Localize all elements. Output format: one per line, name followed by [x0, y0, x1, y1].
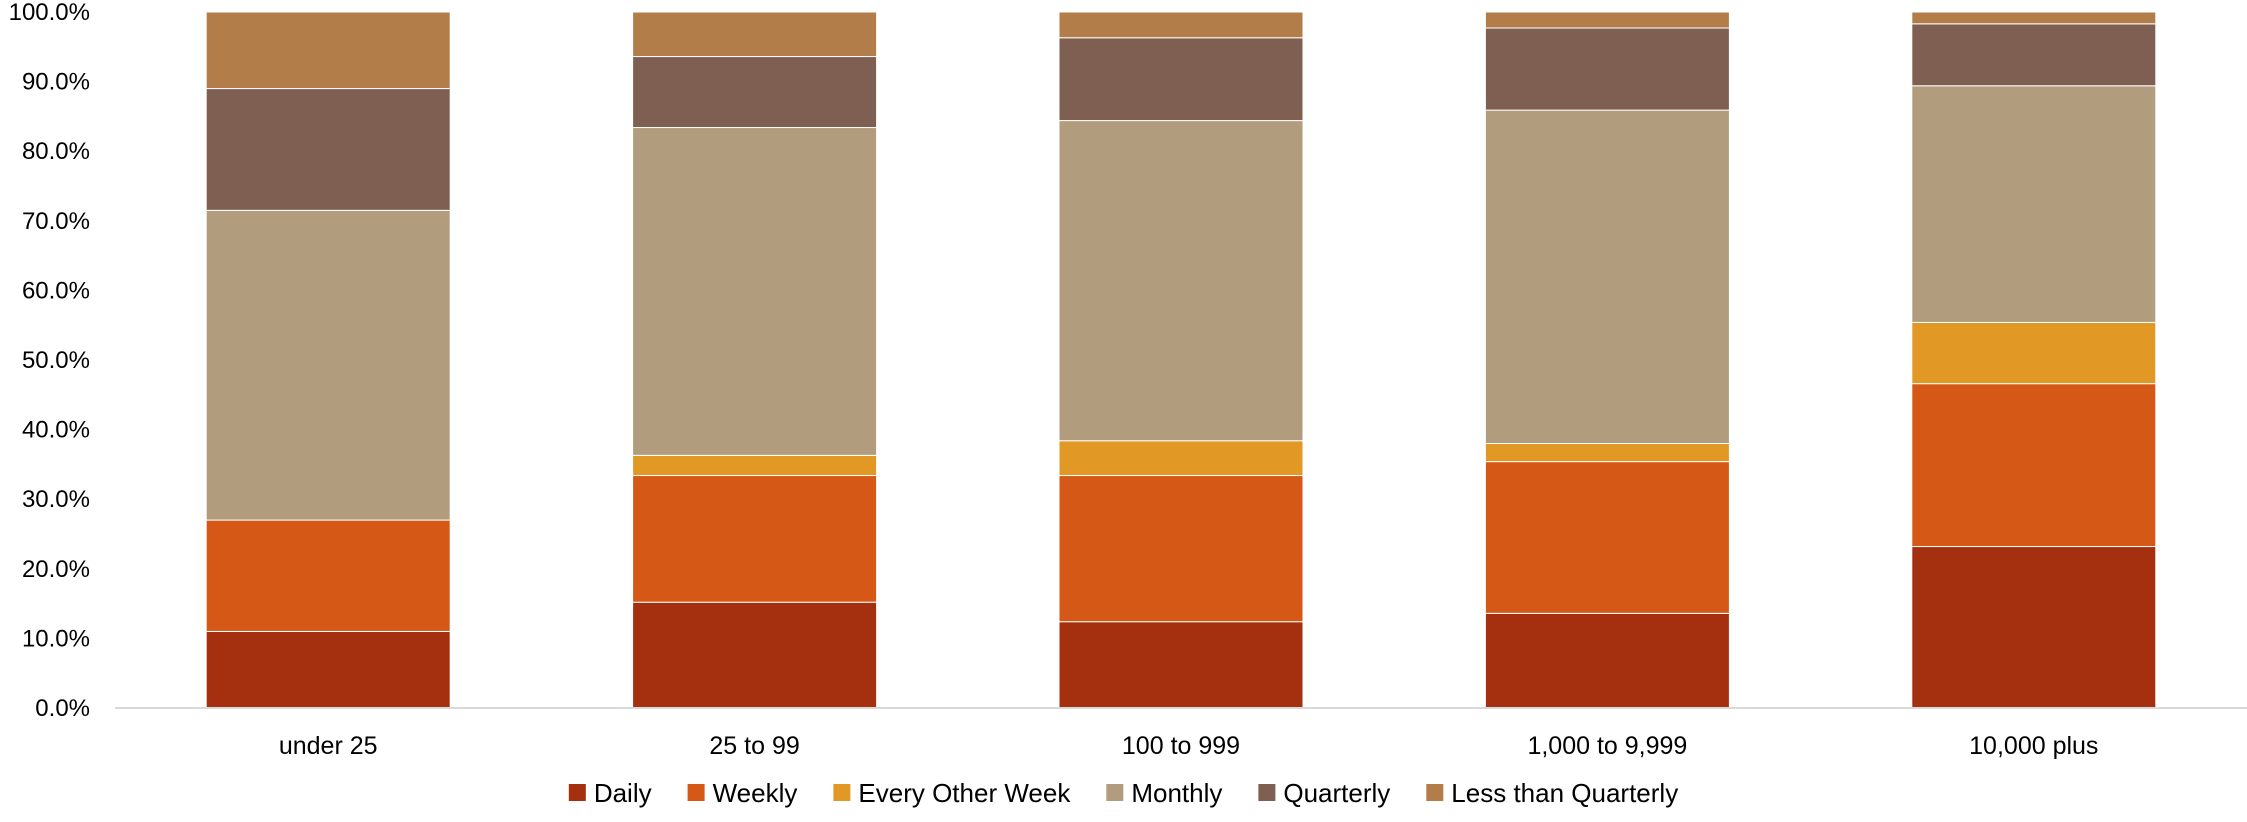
x-tick-label: 25 to 99 [709, 732, 799, 760]
legend-label: Less than Quarterly [1451, 778, 1678, 808]
legend-swatch [1258, 784, 1276, 801]
bar-segment [1911, 23, 2157, 87]
y-tick-label: 10.0% [22, 625, 90, 652]
bar-segment [1484, 612, 1730, 709]
bar-segment [1058, 440, 1304, 477]
x-tick-label: 100 to 999 [1122, 732, 1240, 760]
legend-swatch [1426, 784, 1444, 801]
x-tick-label: 1,000 to 9,999 [1527, 732, 1687, 760]
bar-segment [632, 56, 878, 129]
bar-segment [632, 454, 878, 477]
legend-label: Daily [594, 778, 652, 808]
bar-stacks [205, 11, 2157, 709]
legend-label: Weekly [713, 778, 798, 808]
y-tick-label: 60.0% [22, 277, 90, 304]
bar-segment [1911, 383, 2157, 548]
y-tick-label: 70.0% [22, 208, 90, 235]
y-tick-label: 20.0% [22, 556, 90, 583]
bar-segment [1058, 120, 1304, 442]
bar-segment [632, 601, 878, 709]
bar-segment [1058, 621, 1304, 709]
y-tick-label: 50.0% [22, 347, 90, 374]
bar-segment [205, 630, 451, 709]
y-tick-label: 0.0% [35, 695, 90, 722]
bar-segment [1058, 37, 1304, 122]
bar-segment [632, 127, 878, 456]
legend-label: Every Other Week [858, 778, 1071, 808]
bar-segment [205, 209, 451, 521]
bar-segment [1484, 11, 1730, 29]
legend-swatch [833, 784, 851, 801]
bar-segment [1484, 27, 1730, 111]
bar-segment [632, 475, 878, 603]
legend-swatch [687, 784, 705, 801]
y-tick-label: 30.0% [22, 486, 90, 513]
bar-segment [1484, 461, 1730, 614]
y-axis-ticks: 0.0% 10.0% 20.0% 30.0% 40.0% 50.0% 60.0% 70.0% 8… [9, 0, 90, 722]
y-tick-label: 100.0% [9, 0, 90, 26]
bar-segment [1484, 443, 1730, 463]
y-tick-label: 80.0% [22, 138, 90, 165]
bar-segment [1058, 11, 1304, 39]
bar-segment [1911, 546, 2157, 709]
legend: Daily Weekly Every Other Week Monthly Quarte… [568, 778, 1678, 808]
y-tick-label: 90.0% [22, 69, 90, 96]
bar-segment [205, 519, 451, 632]
legend-label: Quarterly [1283, 778, 1390, 808]
legend-swatch [568, 784, 586, 801]
legend-swatch [1106, 784, 1124, 801]
bar-segment [1911, 11, 2157, 25]
bar-segment [205, 88, 451, 211]
bar-segment [1911, 85, 2157, 323]
bar-segment [1058, 475, 1304, 623]
bar-segment [632, 11, 878, 58]
bar-segment [1911, 321, 2157, 385]
x-tick-label: under 25 [279, 732, 378, 760]
legend-label: Monthly [1131, 778, 1222, 808]
x-axis-ticks: under 25 25 to 99 100 to 999 1,000 to 9,999… [279, 732, 2099, 760]
bar-segment [205, 11, 451, 90]
bar-segment [1484, 109, 1730, 445]
x-tick-label: 10,000 plus [1969, 732, 2098, 760]
y-tick-label: 40.0% [22, 417, 90, 444]
